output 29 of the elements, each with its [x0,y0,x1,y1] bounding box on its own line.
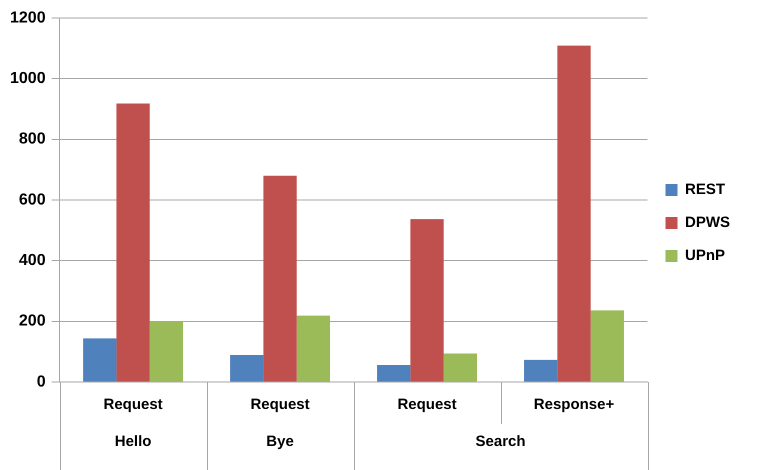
bar [524,360,558,382]
y-tick-label: 600 [18,191,46,208]
legend-label: UPnP [685,247,726,264]
x-tick-label: Request [397,396,457,414]
x-tick-label: Response+ [534,396,614,414]
legend-label: REST [685,181,726,198]
legend-label: DPWS [685,214,730,232]
bar [410,219,444,382]
bar [263,176,297,382]
y-tick-label: 200 [18,312,46,330]
y-tick-label: 0 [36,373,46,390]
bar [557,46,591,382]
bar [83,338,116,382]
y-tick-label: 800 [18,130,46,148]
y-tick-label: 1000 [10,70,46,88]
text: Search [476,433,526,450]
bar [150,321,184,382]
x-tick-label: Request [250,396,310,414]
x-tick-label: Request [103,396,163,414]
text: Hello [114,433,152,450]
text: Bye [266,433,294,450]
bar [590,310,624,382]
bar [444,353,478,382]
bar [296,316,330,382]
bar [230,355,264,382]
y-tick-label: 400 [18,252,46,270]
bar [116,104,150,382]
y-tick-label: 1200 [10,9,46,26]
bar [377,365,410,382]
